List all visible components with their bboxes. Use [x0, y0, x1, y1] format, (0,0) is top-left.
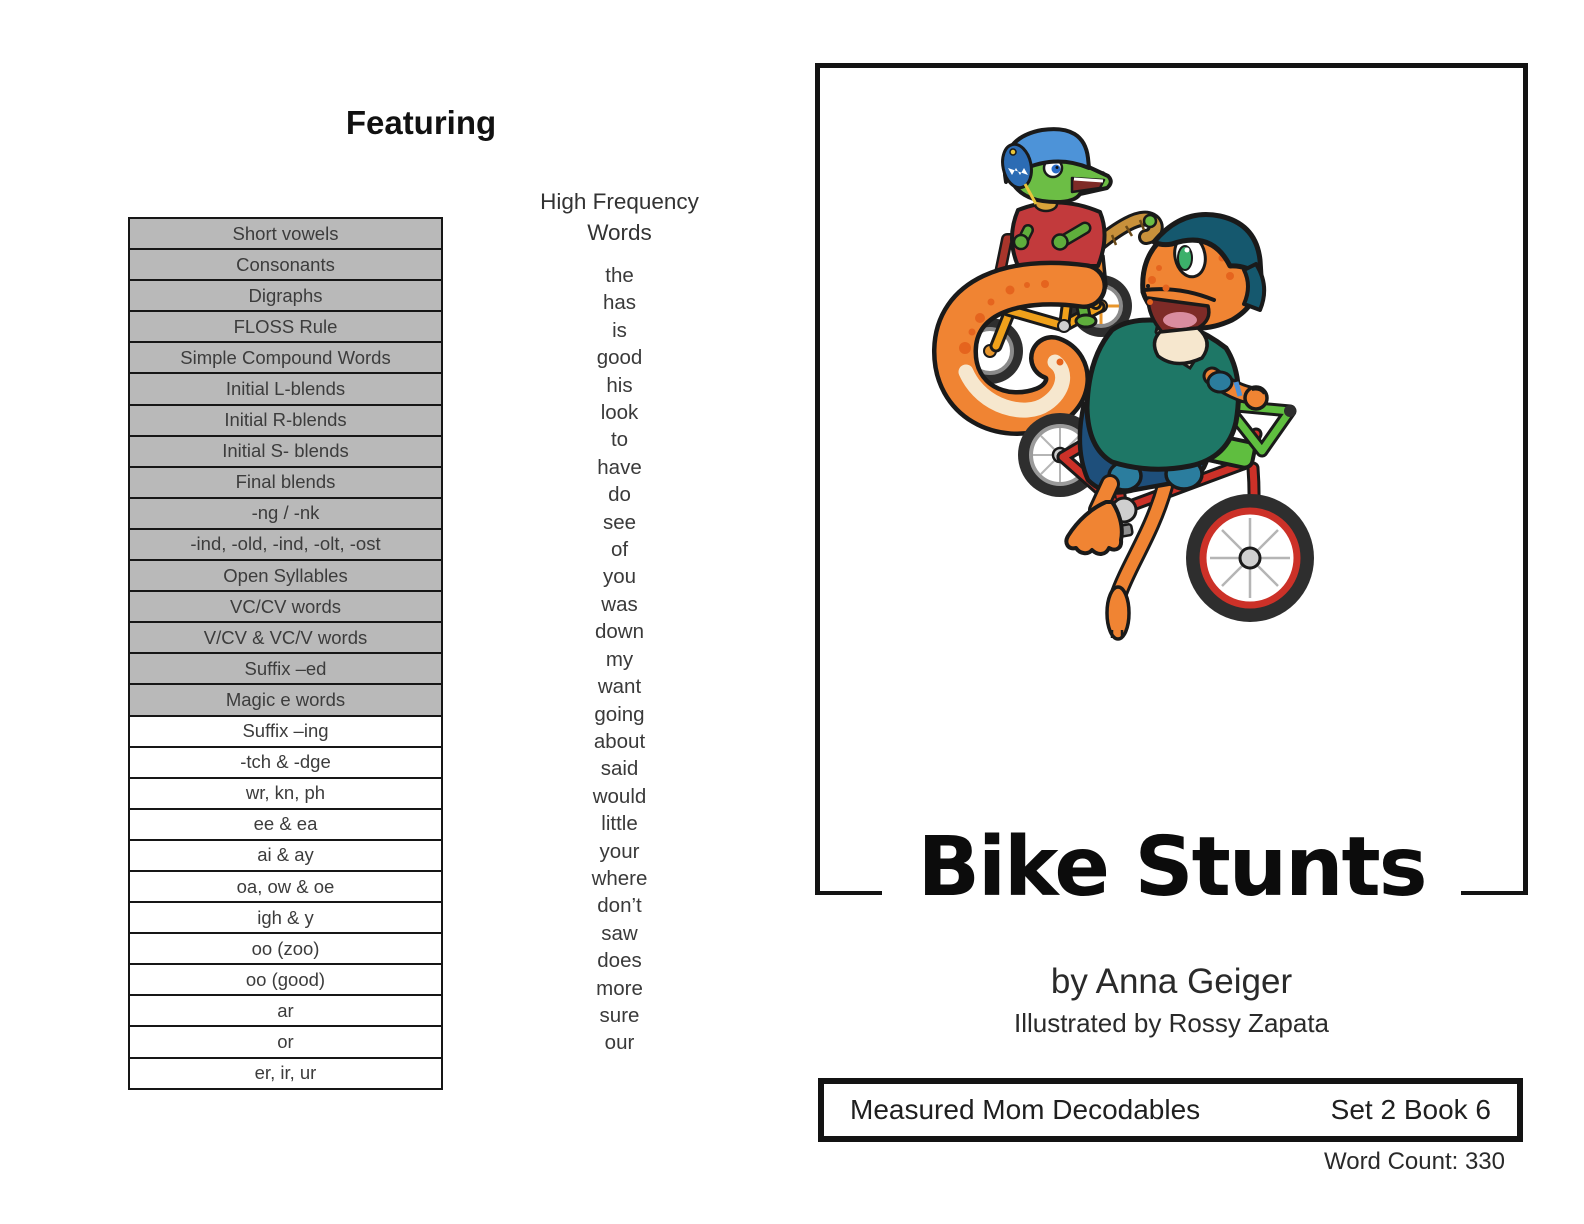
skill-row: oo (zoo)	[130, 932, 441, 964]
hfw-word: said	[600, 757, 639, 781]
hfw-word: see	[602, 510, 637, 534]
author-byline: by Anna Geiger	[1050, 962, 1293, 1001]
set-book-number: Set 2 Book 6	[1330, 1094, 1491, 1125]
hfw-word: was	[601, 592, 638, 616]
skill-row: V/CV & VC/V words	[130, 621, 441, 653]
hfw-word: of	[610, 538, 629, 562]
series-name: Measured Mom Decodables	[850, 1094, 1201, 1125]
skill-row: VC/CV words	[130, 590, 441, 622]
featuring-title: Featuring	[345, 104, 497, 141]
cover-frame	[815, 63, 1528, 895]
skill-row: ar	[130, 994, 441, 1026]
skill-row: FLOSS Rule	[130, 310, 441, 342]
hfw-word: is	[612, 318, 627, 342]
hfw-word: where	[591, 866, 648, 890]
cover-frame-bottom-right-segment	[1461, 891, 1523, 895]
skill-row: Digraphs	[130, 279, 441, 311]
high-frequency-words: High Frequency Words the has is good his look…	[509, 186, 730, 1057]
skill-row: or	[130, 1025, 441, 1057]
gecko-rider	[1064, 212, 1269, 641]
skill-row: -tch & -dge	[130, 745, 441, 777]
skill-row: Short vowels	[130, 219, 441, 249]
hfw-word: do	[608, 483, 631, 507]
hfw-word: our	[604, 1031, 635, 1055]
skill-row: ee & ea	[130, 807, 441, 839]
skill-row: Open Syllables	[130, 559, 441, 591]
gecko-tail	[932, 260, 1107, 436]
hfw-word: good	[596, 346, 643, 370]
skills-table: Short vowels Consonants Digraphs FLOSS Rule…	[128, 217, 443, 1090]
hfw-word: about	[593, 729, 646, 753]
skill-row: ai & ay	[130, 838, 441, 870]
hfw-word: my	[605, 647, 634, 671]
skill-row: Initial R-blends	[130, 403, 441, 435]
hfw-word: more	[596, 976, 643, 1000]
cover-illustration	[932, 127, 1314, 641]
skill-row: Suffix –ing	[130, 714, 441, 746]
hfw-word: look	[600, 401, 639, 425]
hfw-word: your	[599, 839, 640, 863]
series-footer-bar: Measured Mom Decodables Set 2 Book 6	[818, 1078, 1523, 1142]
hfw-word: his	[606, 373, 633, 397]
hfw-word: sure	[599, 1003, 640, 1027]
hfw-title: High Frequency Words	[540, 189, 699, 245]
skill-row: Final blends	[130, 465, 441, 497]
skill-row: Simple Compound Words	[130, 341, 441, 373]
skill-row: -ng / -nk	[130, 496, 441, 528]
hfw-word: the	[605, 264, 634, 287]
skill-row: igh & y	[130, 901, 441, 933]
hfw-word: saw	[601, 921, 638, 945]
illustrator-credit: Illustrated by Rossy Zapata	[1013, 1008, 1330, 1038]
word-count: Word Count: 330	[1324, 1148, 1505, 1175]
hfw-word: has	[602, 291, 637, 315]
skill-row: oo (good)	[130, 963, 441, 995]
skill-row: oa, ow & oe	[130, 869, 441, 902]
hfw-word: down	[594, 620, 644, 644]
skill-row: Initial L-blends	[130, 372, 441, 404]
skill-row: er, ir, ur	[130, 1056, 441, 1088]
hfw-word: little	[601, 812, 638, 836]
hfw-word: don’t	[597, 894, 642, 918]
croc-rider	[1001, 127, 1164, 329]
hfw-word: have	[597, 455, 642, 479]
skill-row: Suffix –ed	[130, 652, 441, 684]
skill-row: Initial S- blends	[130, 434, 441, 466]
skill-row: Consonants	[130, 248, 441, 280]
hfw-word: does	[597, 949, 642, 973]
cover-frame-bottom-left-segment	[820, 891, 882, 895]
book-title: Bike Stunts	[917, 820, 1427, 915]
skill-row: wr, kn, ph	[130, 776, 441, 808]
hfw-word: want	[597, 675, 642, 699]
hfw-word: to	[610, 428, 629, 452]
hfw-word: would	[592, 784, 647, 808]
hfw-list: the has is good his look to have do see of you was do…	[509, 262, 730, 1057]
hfw-word: going	[594, 702, 645, 726]
skill-row: Magic e words	[130, 683, 441, 715]
hfw-word: you	[602, 565, 637, 589]
skill-row: -ind, -old, -ind, -olt, -ost	[130, 527, 441, 560]
